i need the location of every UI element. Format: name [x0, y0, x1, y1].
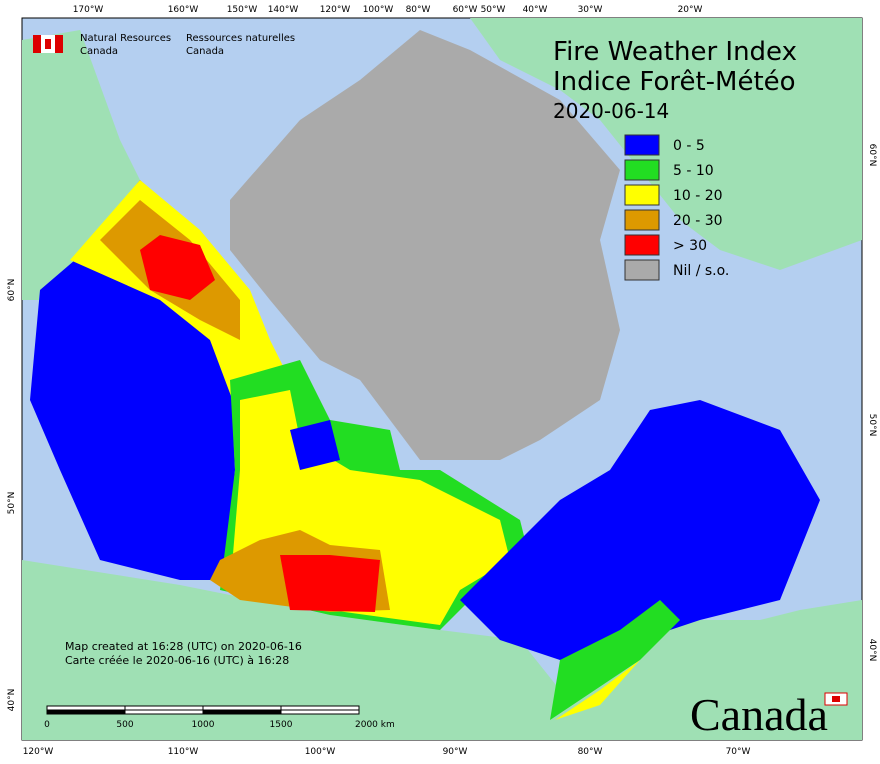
wordmark-flag-leaf	[832, 696, 840, 702]
lat-label: 60°N	[7, 279, 17, 302]
greenland	[470, 18, 862, 270]
lon-label: 20°W	[678, 5, 703, 15]
lon-label: 30°W	[578, 5, 603, 15]
legend-label: 10 - 20	[673, 188, 723, 204]
lon-label: 170°W	[73, 5, 104, 15]
lon-label: 40°W	[523, 5, 548, 15]
scale-bar: 0 500 1000 1500 2000 km	[44, 705, 395, 730]
scale-label: 1000	[192, 720, 215, 730]
lat-label: 50°N	[7, 492, 17, 515]
legend-swatch	[624, 259, 660, 281]
note: Carte créée le 2020-06-16 (UTC) à 16:28	[65, 654, 289, 667]
date: 2020-06-14	[553, 99, 669, 123]
flag-leaf	[45, 39, 51, 49]
note: Map created at 16:28 (UTC) on 2020-06-16	[65, 640, 302, 653]
lon-label: 50°W	[481, 5, 506, 15]
agency-en: Natural Resources	[80, 33, 171, 44]
title: Indice Forêt-Météo	[553, 67, 796, 97]
scale-segment	[202, 709, 282, 715]
legend-swatch	[624, 184, 660, 206]
lat-label: 40°N	[867, 639, 877, 662]
legend-label: 20 - 30	[673, 213, 723, 229]
fwi-prairies-red	[280, 555, 380, 612]
scale-segment	[280, 709, 360, 715]
flag-band	[33, 35, 41, 53]
wordmark: Canada	[690, 689, 828, 740]
lon-label: 140°W	[268, 5, 299, 15]
scale-segment	[46, 705, 126, 711]
legend-label: 0 - 5	[673, 138, 705, 154]
fwi-south-ontario	[550, 600, 680, 720]
agency-fr: Ressources naturelles	[186, 33, 295, 44]
flag-band	[55, 35, 63, 53]
scale-segment	[124, 705, 204, 711]
scale-segment	[280, 705, 360, 711]
lat-label: 40°N	[7, 689, 17, 712]
agency-fr: Canada	[186, 46, 224, 57]
lon-label: 80°W	[406, 5, 431, 15]
scale-segment	[202, 705, 282, 711]
usa	[22, 560, 862, 740]
fwi-east	[460, 400, 820, 660]
lon-label: 60°W	[453, 5, 478, 15]
legend-swatch	[624, 159, 660, 181]
legend-swatch	[624, 209, 660, 231]
lon-label: 90°W	[443, 747, 468, 757]
lon-label: 120°W	[320, 5, 351, 15]
scale-label: 1500	[270, 720, 293, 730]
legend-label: Nil / s.o.	[673, 263, 729, 279]
lon-label: 110°W	[168, 747, 199, 757]
lon-label: 120°W	[23, 747, 54, 757]
lat-label: 50°N	[867, 414, 877, 437]
lon-label: 80°W	[578, 747, 603, 757]
lat-label: 60°N	[867, 144, 877, 167]
scale-label: 2000 km	[355, 720, 395, 730]
lon-label: 160°W	[168, 5, 199, 15]
scale-segment	[46, 709, 126, 715]
nil-region	[230, 30, 620, 460]
alaska	[22, 30, 140, 300]
fwi-yukon-red	[140, 235, 215, 300]
legend-label: 5 - 10	[673, 163, 714, 179]
legend-label: > 30	[673, 238, 707, 254]
scale-label: 0	[44, 720, 50, 730]
fwi-sask-blue	[290, 420, 340, 470]
agency-en: Canada	[80, 46, 118, 57]
lon-label: 150°W	[227, 5, 258, 15]
legend-swatch	[624, 234, 660, 256]
legend: 0 - 5 5 - 10 10 - 20 20 - 30 > 30 Nil / s.o.	[624, 134, 729, 281]
scale-segment	[124, 709, 204, 715]
title: Fire Weather Index	[553, 37, 797, 67]
scale-label: 500	[116, 720, 133, 730]
lon-label: 100°W	[305, 747, 336, 757]
lon-label: 70°W	[726, 747, 751, 757]
lon-label: 100°W	[363, 5, 394, 15]
legend-swatch	[624, 134, 660, 156]
